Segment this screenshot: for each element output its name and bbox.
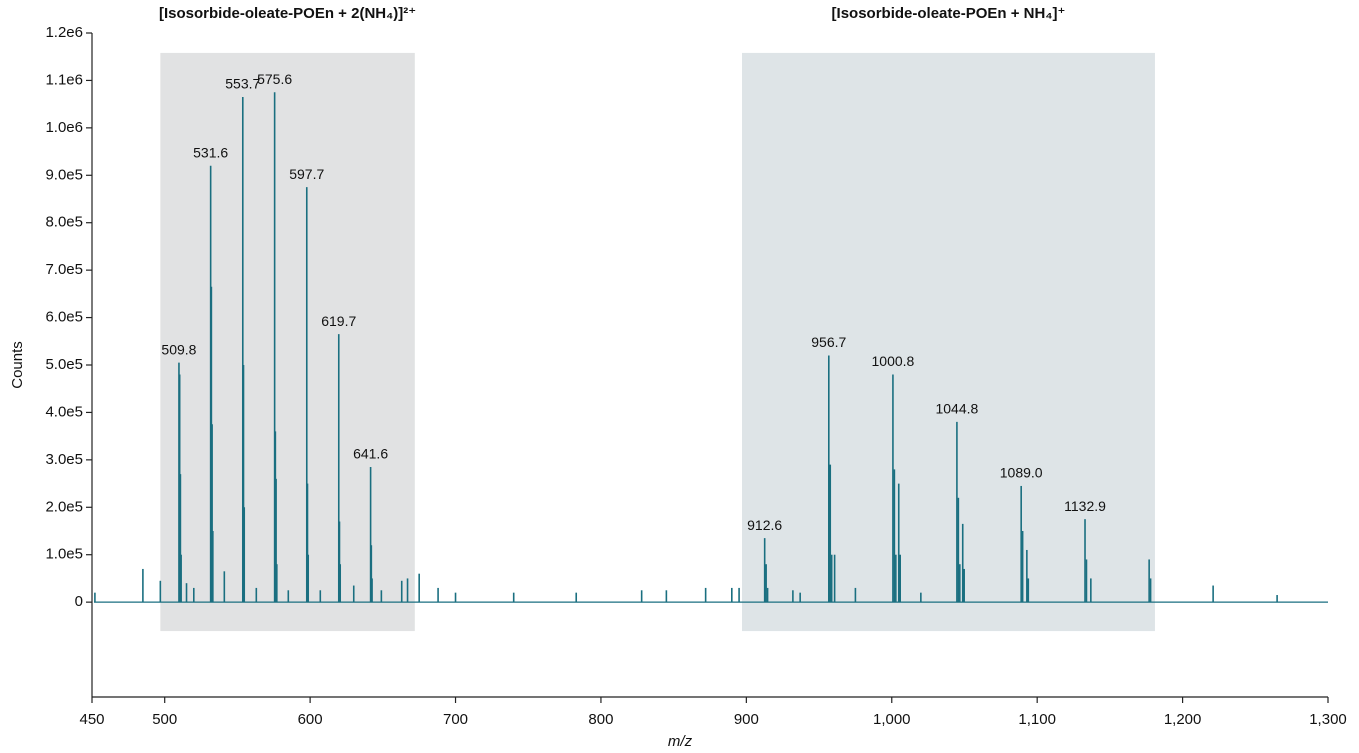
x-tick-label: 1,200	[1164, 711, 1202, 728]
peak-label: 597.7	[289, 166, 324, 182]
x-tick-label: 500	[152, 711, 177, 728]
y-tick-label: 1.2e6	[45, 24, 83, 41]
y-axis-label: Counts	[9, 341, 26, 389]
highlight-region	[160, 52, 415, 632]
region-label: [Isosorbide-oleate-POEn + NH₄]⁺	[832, 5, 1066, 22]
x-tick-label: 700	[443, 711, 468, 728]
peak-label: 956.7	[811, 334, 846, 350]
peak-label: 912.6	[747, 517, 782, 533]
x-tick-label: 1,300	[1309, 711, 1347, 728]
x-tick-label: 450	[79, 711, 104, 728]
peak-label: 553.7	[225, 76, 260, 92]
y-tick-label: 0	[75, 593, 83, 610]
y-tick-label: 5.0e5	[45, 356, 83, 373]
peak-label: 531.6	[193, 145, 228, 161]
peak-label: 1000.8	[872, 353, 915, 369]
y-tick-label: 2.0e5	[45, 498, 83, 515]
y-tick-label: 3.0e5	[45, 451, 83, 468]
peak-label: 509.8	[161, 341, 196, 357]
y-tick-label: 8.0e5	[45, 214, 83, 231]
highlight-region	[741, 52, 1155, 632]
peak-label: 641.6	[353, 446, 388, 462]
region-label: [Isosorbide-oleate-POEn + 2(NH₄)]²⁺	[159, 5, 416, 22]
y-tick-label: 1.0e5	[45, 546, 83, 563]
peak-label: 1132.9	[1064, 498, 1106, 514]
y-tick-label: 9.0e5	[45, 166, 83, 183]
y-tick-label: 1.0e6	[45, 119, 83, 136]
x-axis-label: m/z	[668, 733, 693, 750]
y-tick-label: 7.0e5	[45, 261, 83, 278]
x-tick-label: 600	[298, 711, 323, 728]
peak-label: 1089.0	[1000, 465, 1043, 481]
peak-label: 619.7	[321, 313, 356, 329]
x-tick-label: 1,000	[873, 711, 911, 728]
x-tick-label: 1,100	[1018, 711, 1056, 728]
x-tick-label: 800	[588, 711, 613, 728]
x-tick-label: 900	[734, 711, 759, 728]
peak-label: 575.6	[257, 71, 292, 87]
peak-label: 1044.8	[935, 401, 978, 417]
y-tick-label: 4.0e5	[45, 403, 83, 420]
y-tick-label: 1.1e6	[45, 71, 83, 88]
y-tick-label: 6.0e5	[45, 309, 83, 326]
